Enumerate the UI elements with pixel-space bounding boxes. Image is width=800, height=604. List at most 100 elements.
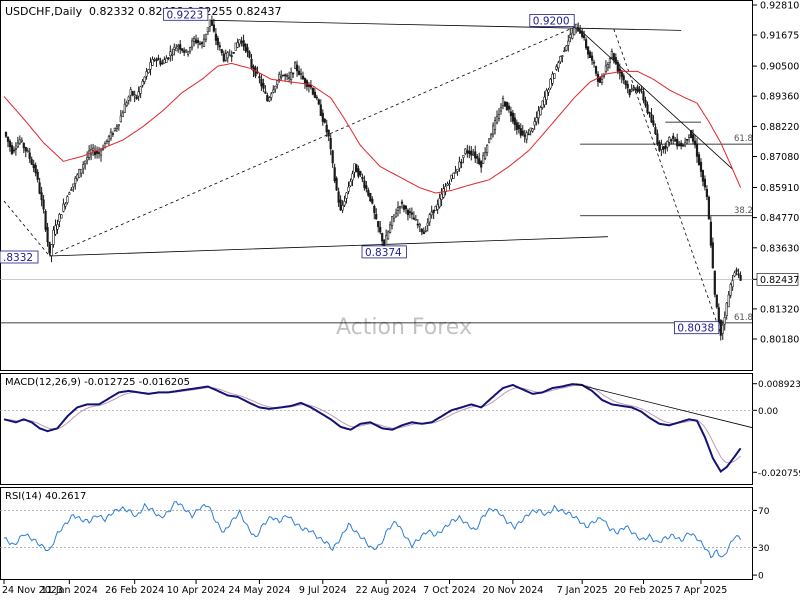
candle-body [297,70,301,75]
candle-body [58,214,61,222]
candle-body [420,228,423,233]
candle-body [22,143,25,149]
candle [321,109,324,126]
candle [559,55,562,64]
candle-body [485,144,489,153]
candle [577,22,580,32]
candle-body [442,188,445,198]
candle-body [66,196,69,204]
candle [268,96,271,103]
candle-body [331,150,334,164]
candle-body [676,138,679,147]
candle [644,96,647,108]
candle-body [206,27,210,33]
candle-body [503,101,507,107]
candle-body [373,206,376,213]
candle-body [563,50,566,53]
candle-body [414,219,417,221]
candle [291,72,295,78]
candle [72,183,75,192]
candle [628,88,631,98]
candle [703,175,706,191]
candle [622,73,625,85]
candle [193,36,196,47]
candle-body [232,51,235,54]
candle [105,139,109,145]
candle [590,51,594,65]
candle-body [30,159,33,165]
candle [515,119,518,135]
candle [721,320,724,340]
candle [97,146,101,159]
candle [594,65,598,77]
candle [12,146,16,154]
candle [509,106,513,122]
candle-body [135,96,138,100]
candle [650,108,653,123]
candle [171,48,174,61]
candle-body [600,79,604,83]
candle-body [345,192,348,199]
candle-body [50,244,53,256]
candle [379,221,382,235]
candle [489,132,493,140]
candle-body [406,209,410,216]
candle-body [537,110,540,119]
candle [246,43,249,58]
candle-body [369,192,372,201]
candle-body [252,66,255,72]
candle-body [40,192,43,201]
candle [311,87,315,96]
candle-body [82,164,85,169]
candle [347,181,350,195]
candle-body [470,150,473,156]
candle-body [478,158,481,165]
candle [739,271,742,281]
candle-body [64,203,67,207]
candle-body [12,149,16,152]
candle-body [210,20,214,26]
macd-tick-label: 0.008923 [758,380,800,390]
macd-tick-label: 0.00 [758,407,778,417]
candle-body [230,55,233,57]
candle-body [691,134,695,142]
candle [531,128,534,133]
date-tick-label: 20 Nov 2024 [482,585,543,596]
candle [175,44,178,52]
candle-body [171,53,174,56]
candle [539,105,542,116]
candle-body [240,41,243,43]
candle [167,57,170,61]
candle-body [396,207,400,211]
candle-body [193,38,196,42]
candle-body [618,68,621,74]
candle-body [638,89,641,92]
candle [357,165,360,179]
candle [507,102,511,113]
candle-body [531,128,534,132]
candle [226,51,229,63]
candle [76,173,79,182]
candle [476,154,479,164]
date-tick-label: 7 Jan 2025 [557,585,608,596]
candle-body [685,139,689,141]
rsi-panel-frame [0,487,753,580]
trend-lines [3,19,733,334]
candle [189,46,192,54]
candle [236,38,239,49]
candle [287,71,291,83]
candle [333,163,336,184]
resistance-trendline [209,19,682,31]
candle [234,42,237,51]
candle-body [598,76,602,83]
candle [658,140,661,152]
candle [709,216,712,248]
candle [345,192,348,204]
candle-body [390,216,394,226]
candle-body [565,45,568,51]
rsi-tick-label: 0 [758,572,764,582]
candle [141,79,144,88]
candle-body [533,121,536,126]
candle [82,161,85,175]
candle-body [351,173,354,181]
